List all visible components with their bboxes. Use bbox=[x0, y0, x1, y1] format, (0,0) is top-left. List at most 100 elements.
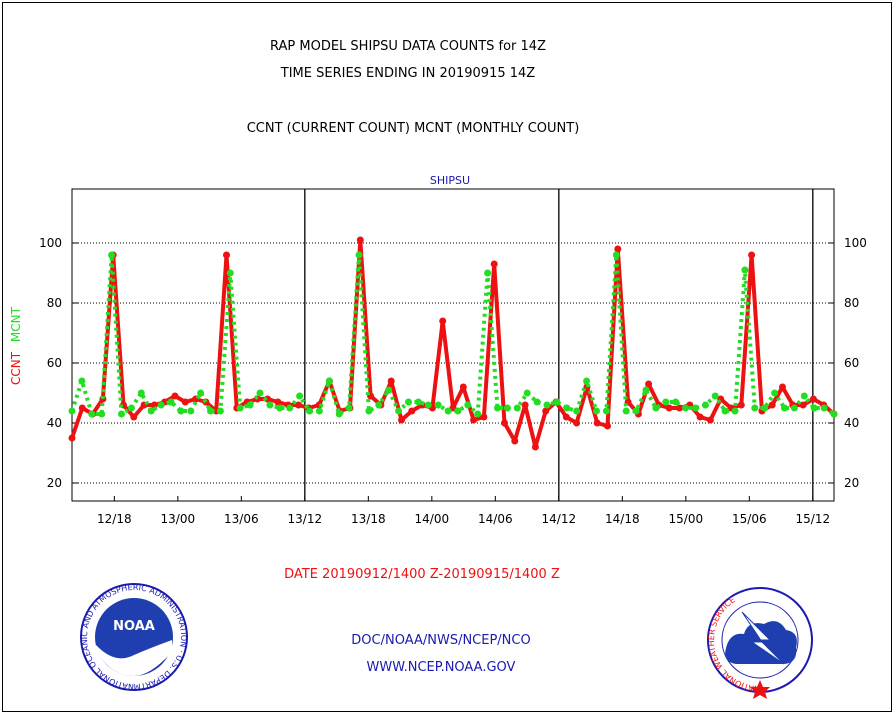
data-point-mcnt bbox=[692, 404, 699, 412]
y-axis-label: CCNT MCNT bbox=[9, 306, 23, 385]
data-point-mcnt bbox=[306, 407, 313, 415]
x-tick-label: 13/00 bbox=[161, 512, 196, 526]
plot-area: 20 20 40 40 60 60 80 80 100 100 12/18 13/00 13/06 13/… bbox=[39, 188, 867, 526]
data-point-ccnt bbox=[408, 407, 416, 415]
data-point-mcnt bbox=[177, 407, 185, 415]
data-point-mcnt bbox=[523, 389, 531, 397]
data-point-mcnt bbox=[612, 251, 620, 259]
data-point-mcnt bbox=[642, 386, 650, 394]
data-point-ccnt bbox=[171, 392, 179, 400]
data-point-mcnt bbox=[731, 407, 739, 415]
data-point-ccnt bbox=[295, 401, 302, 409]
data-point-mcnt bbox=[741, 266, 749, 274]
data-point-mcnt bbox=[266, 401, 274, 409]
data-point-mcnt bbox=[98, 410, 106, 418]
data-point-mcnt bbox=[405, 398, 412, 406]
x-tick-label: 13/06 bbox=[224, 512, 259, 526]
data-point-mcnt bbox=[118, 410, 125, 418]
data-point-mcnt bbox=[167, 398, 175, 406]
data-point-mcnt bbox=[345, 404, 353, 412]
series-line-mcnt bbox=[70, 253, 836, 416]
data-point-ccnt bbox=[78, 404, 86, 412]
data-point-mcnt bbox=[335, 410, 343, 418]
y-tick-label-right: 100 bbox=[844, 236, 867, 250]
data-point-mcnt bbox=[78, 377, 86, 385]
data-point-ccnt bbox=[274, 398, 282, 406]
data-point-mcnt bbox=[761, 404, 769, 412]
org-label: DOC/NOAA/NWS/NCEP/NCO bbox=[351, 633, 530, 648]
x-tick-label: 12/18 bbox=[97, 512, 132, 526]
data-point-ccnt bbox=[645, 380, 653, 388]
y-tick-label-right: 60 bbox=[844, 356, 859, 370]
star-icon bbox=[750, 680, 770, 699]
data-point-mcnt bbox=[276, 404, 284, 412]
x-tick-label: 14/00 bbox=[415, 512, 450, 526]
data-point-mcnt bbox=[593, 407, 600, 415]
url-label: WWW.NCEP.NOAA.GOV bbox=[367, 660, 516, 675]
data-point-ccnt bbox=[779, 383, 786, 391]
data-point-ccnt bbox=[459, 383, 467, 391]
data-point-mcnt bbox=[424, 401, 432, 409]
data-point-ccnt bbox=[573, 419, 581, 427]
data-point-mcnt bbox=[216, 407, 224, 415]
data-point-mcnt bbox=[721, 407, 729, 415]
y-tick-label-left: 60 bbox=[47, 356, 62, 370]
lightning-icon bbox=[741, 611, 785, 665]
data-point-mcnt bbox=[771, 389, 779, 397]
data-point-ccnt bbox=[748, 251, 756, 259]
data-point-ccnt bbox=[501, 419, 508, 427]
x-tick-label: 15/12 bbox=[796, 512, 831, 526]
data-point-mcnt bbox=[108, 251, 116, 259]
data-point-mcnt bbox=[484, 269, 492, 277]
data-point-ccnt bbox=[470, 416, 478, 424]
data-point-ccnt bbox=[562, 413, 570, 421]
y-tick-label-right: 80 bbox=[844, 296, 859, 310]
data-point-mcnt bbox=[355, 251, 363, 259]
data-point-mcnt bbox=[602, 407, 610, 415]
data-point-mcnt bbox=[503, 404, 511, 412]
data-point-mcnt bbox=[573, 407, 581, 415]
noaa-bird-icon bbox=[96, 640, 172, 676]
data-point-ccnt bbox=[130, 413, 138, 421]
data-point-mcnt bbox=[375, 401, 383, 409]
data-point-mcnt bbox=[820, 404, 828, 412]
data-point-ccnt bbox=[665, 404, 673, 412]
data-point-mcnt bbox=[395, 407, 403, 415]
data-point-mcnt bbox=[543, 401, 551, 409]
data-point-ccnt bbox=[768, 401, 776, 409]
data-point-mcnt bbox=[513, 404, 521, 412]
y-tick-label-left: 40 bbox=[47, 416, 62, 430]
data-point-mcnt bbox=[494, 404, 501, 412]
y-tick-label-left: 20 bbox=[47, 476, 62, 490]
ylabel-ccnt: CCNT bbox=[9, 351, 23, 385]
data-point-mcnt bbox=[800, 392, 808, 400]
data-point-mcnt bbox=[296, 392, 304, 400]
data-point-mcnt bbox=[533, 398, 541, 406]
data-point-mcnt bbox=[157, 401, 165, 409]
data-point-mcnt bbox=[682, 404, 690, 412]
data-point-mcnt bbox=[711, 392, 719, 400]
data-point-ccnt bbox=[604, 422, 611, 430]
data-point-mcnt bbox=[365, 407, 373, 415]
data-point-mcnt bbox=[325, 377, 333, 385]
x-tick-label: 14/06 bbox=[478, 512, 513, 526]
y-tick-label-right: 40 bbox=[844, 416, 859, 430]
y-tick-label-left: 100 bbox=[39, 236, 62, 250]
data-point-ccnt bbox=[706, 416, 714, 424]
data-point-ccnt bbox=[356, 236, 364, 244]
data-point-mcnt bbox=[781, 404, 788, 412]
data-point-mcnt bbox=[187, 407, 195, 415]
data-point-ccnt bbox=[799, 401, 807, 409]
data-point-mcnt bbox=[583, 377, 591, 385]
data-point-ccnt bbox=[511, 437, 519, 445]
data-point-ccnt bbox=[480, 413, 488, 421]
data-point-mcnt bbox=[830, 410, 838, 418]
noaa-logo-text: NOAA bbox=[113, 619, 155, 634]
data-point-mcnt bbox=[207, 407, 214, 415]
series-line-ccnt bbox=[70, 238, 836, 449]
data-point-ccnt bbox=[150, 401, 158, 409]
x-tick-label: 14/18 bbox=[605, 512, 640, 526]
data-point-mcnt bbox=[701, 401, 709, 409]
data-point-mcnt bbox=[790, 404, 798, 412]
data-point-mcnt bbox=[226, 269, 234, 277]
